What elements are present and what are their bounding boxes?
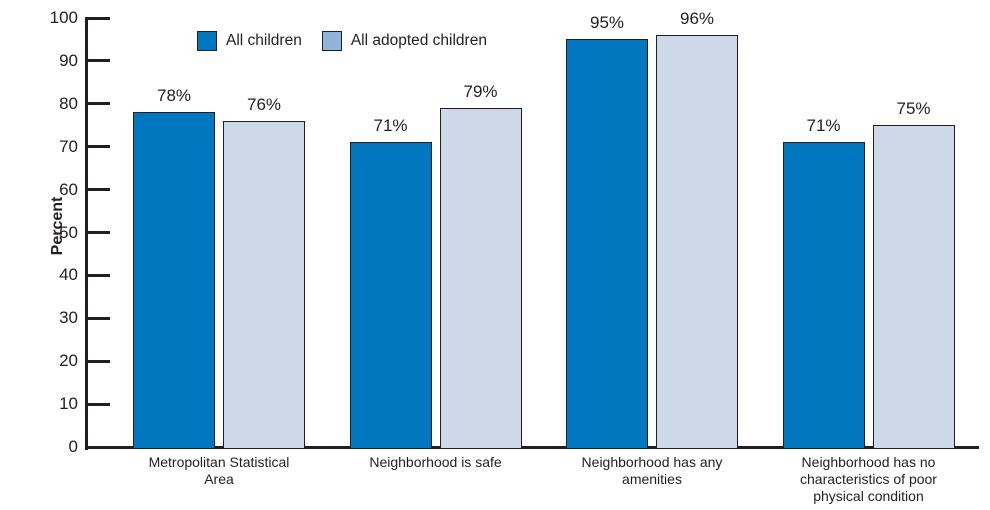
legend-swatch	[321, 31, 342, 51]
x-axis-line	[85, 446, 979, 449]
y-tick-mark	[88, 16, 110, 20]
y-tick-label: 10	[59, 394, 78, 414]
x-category-label: Neighborhood has any amenities	[581, 454, 723, 487]
y-tick-label: 100	[49, 8, 78, 27]
bar-value-label: 95%	[589, 13, 625, 33]
bar-all-children	[133, 112, 215, 448]
legend-swatch	[197, 31, 217, 51]
y-axis-line	[85, 17, 88, 450]
bar-value-label: 71%	[373, 116, 408, 136]
legend-item: All adopted children	[321, 31, 487, 51]
y-tick-label: 60	[59, 179, 78, 199]
bar-value-label: 78%	[156, 86, 192, 106]
y-tick-label: 80	[59, 93, 78, 113]
bar-all-adopted-children	[223, 120, 305, 448]
y-tick-label: 40	[59, 265, 78, 285]
y-tick-mark	[88, 316, 110, 320]
x-category-label: Neighborhood has no characteristics of p…	[800, 454, 937, 504]
y-tick-mark	[88, 59, 110, 63]
legend: All children All adopted children	[197, 31, 487, 51]
x-category-label: Metropolitan Statistical Area	[148, 454, 290, 487]
bar-value-label: 71%	[806, 116, 841, 136]
legend-label: All adopted children	[350, 32, 487, 49]
bar-value-label: 76%	[246, 94, 282, 114]
bar-all-children	[782, 142, 865, 448]
y-tick-mark	[88, 188, 110, 192]
y-tick-label: 50	[59, 222, 78, 242]
bar-value-label: 79%	[463, 82, 498, 102]
y-tick-mark	[88, 102, 110, 106]
bar-all-children	[349, 142, 432, 448]
y-tick-label: 70	[59, 136, 78, 156]
y-tick-mark	[88, 145, 110, 149]
legend-item: All children	[197, 31, 302, 51]
y-tick-label: 30	[59, 308, 78, 328]
bar-all-children	[566, 39, 648, 448]
y-tick-label: 0	[68, 437, 78, 456]
y-tick-mark	[88, 359, 110, 363]
bar-all-adopted-children	[872, 125, 955, 448]
y-tick-label: 90	[59, 50, 78, 70]
bar-value-label: 96%	[679, 9, 715, 29]
y-tick-label: 20	[59, 351, 78, 371]
y-tick-mark	[88, 231, 110, 234]
y-tick-mark	[88, 273, 110, 277]
y-tick-mark	[88, 402, 110, 406]
bar-all-adopted-children	[656, 35, 738, 448]
bar-all-adopted-children	[439, 108, 522, 448]
x-category-label: Neighborhood is safe	[369, 454, 502, 470]
bar-value-label: 75%	[896, 99, 931, 119]
legend-label: All children	[226, 32, 302, 49]
